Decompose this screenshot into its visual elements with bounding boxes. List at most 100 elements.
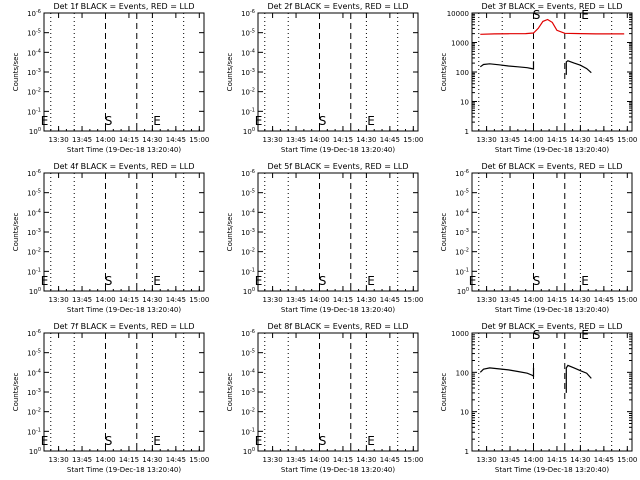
y-axis-label: Counts/sec: [440, 53, 448, 92]
x-tick-label: 13:30: [262, 296, 282, 304]
x-tick-label: 13:45: [500, 456, 520, 464]
panel-det-6: Det 6f BLACK = Events, RED = LLD 100 10-1 1…: [440, 162, 637, 314]
y-tick-label: 10-6: [241, 169, 255, 178]
x-tick-label: 13:30: [476, 456, 496, 464]
end-marker: E: [469, 274, 477, 288]
x-tick-label: 14:15: [333, 136, 353, 144]
y-tick-label: 10-4: [241, 48, 255, 57]
x-tick-label: 14:30: [356, 296, 376, 304]
x-tick-label: 13:30: [262, 456, 282, 464]
y-tick-label: 100: [29, 447, 41, 456]
y-tick-label: 1000: [451, 330, 469, 338]
events-series-line: [565, 60, 592, 75]
end-marker: E: [581, 8, 589, 22]
y-tick-label: 10-2: [27, 88, 41, 97]
x-tick-label: 14:30: [142, 456, 162, 464]
y-tick-label: 10-6: [27, 169, 41, 178]
y-tick-label: 10-1: [27, 107, 41, 116]
y-tick-label: 100: [243, 287, 255, 296]
x-axis-label: Start Time (19-Dec-18 13:20:40): [495, 306, 609, 314]
x-tick-label: 13:45: [72, 456, 92, 464]
x-tick-label: 14:00: [95, 456, 115, 464]
events-series-line: [479, 367, 535, 378]
end-marker: E: [367, 434, 375, 448]
x-tick-label: 14:00: [309, 296, 329, 304]
end-marker: E: [581, 328, 589, 342]
y-tick-label: 10-3: [27, 68, 41, 77]
end-marker: E: [153, 434, 161, 448]
y-tick-label: 10-1: [27, 267, 41, 276]
chart-title: Det 2f BLACK = Events, RED = LLD: [267, 2, 408, 11]
x-tick-label: 14:15: [547, 296, 567, 304]
y-tick-label: 100: [243, 127, 255, 136]
x-tick-label: 14:30: [356, 136, 376, 144]
x-tick-label: 14:15: [119, 296, 139, 304]
y-tick-label: 10-6: [241, 329, 255, 338]
x-tick-label: 14:15: [119, 136, 139, 144]
y-tick-label: 10-4: [455, 208, 469, 217]
x-tick-label: 15:00: [403, 136, 423, 144]
x-tick-label: 15:00: [403, 296, 423, 304]
end-marker: E: [255, 114, 263, 128]
events-series-line: [565, 364, 592, 393]
end-marker: E: [41, 114, 49, 128]
x-tick-label: 14:15: [547, 136, 567, 144]
x-axis-label: Start Time (19-Dec-18 13:20:40): [67, 146, 181, 154]
y-tick-label: 10-1: [241, 267, 255, 276]
y-tick-label: 10-3: [27, 228, 41, 237]
start-marker: S: [533, 8, 541, 22]
x-tick-label: 14:30: [356, 456, 376, 464]
x-tick-label: 13:45: [500, 136, 520, 144]
y-tick-label: 10-5: [241, 349, 255, 358]
y-tick-label: 10-3: [241, 228, 255, 237]
end-marker: E: [255, 274, 263, 288]
x-axis-label: Start Time (19-Dec-18 13:20:40): [281, 306, 395, 314]
y-tick-label: 10-4: [27, 48, 41, 57]
x-tick-label: 14:30: [142, 296, 162, 304]
x-tick-label: 14:45: [166, 296, 186, 304]
panel-det-8: Det 8f BLACK = Events, RED = LLD 100 10-1 1…: [226, 322, 423, 474]
x-tick-label: 14:15: [333, 296, 353, 304]
plot-frame: [471, 332, 633, 452]
x-tick-label: 15:00: [617, 456, 637, 464]
start-marker: S: [319, 434, 327, 448]
x-tick-label: 14:15: [547, 456, 567, 464]
x-tick-label: 13:45: [500, 296, 520, 304]
start-marker: S: [105, 114, 113, 128]
x-tick-label: 13:30: [262, 136, 282, 144]
y-tick-label: 10-5: [455, 189, 469, 198]
lld-series-line: [480, 18, 625, 35]
start-marker: S: [105, 434, 113, 448]
y-tick-label: 10-6: [455, 169, 469, 178]
y-tick-label: 10-4: [241, 368, 255, 377]
x-axis-label: Start Time (19-Dec-18 13:20:40): [495, 146, 609, 154]
y-tick-label: 10-3: [241, 68, 255, 77]
y-tick-label: 10-5: [241, 29, 255, 38]
x-tick-label: 14:45: [380, 296, 400, 304]
chart-title: Det 5f BLACK = Events, RED = LLD: [267, 162, 408, 171]
y-tick-label: 10-1: [27, 427, 41, 436]
panel-det-7: Det 7f BLACK = Events, RED = LLD 100 10-1 1…: [12, 322, 209, 474]
y-tick-label: 100: [243, 447, 255, 456]
y-axis-label: Counts/sec: [12, 373, 20, 412]
end-marker: E: [41, 274, 49, 288]
chart-title: Det 8f BLACK = Events, RED = LLD: [267, 322, 408, 331]
x-axis-label: Start Time (19-Dec-18 13:20:40): [67, 306, 181, 314]
x-tick-label: 14:00: [95, 296, 115, 304]
y-axis-label: Counts/sec: [226, 53, 234, 92]
x-tick-label: 14:45: [594, 136, 614, 144]
start-marker: S: [105, 274, 113, 288]
y-tick-label: 10-2: [241, 88, 255, 97]
chart-title: Det 4f BLACK = Events, RED = LLD: [53, 162, 194, 171]
x-tick-label: 13:30: [48, 136, 68, 144]
chart-title: Det 3f BLACK = Events, RED = LLD: [481, 2, 622, 11]
y-axis-label: Counts/sec: [226, 373, 234, 412]
y-tick-label: 100: [456, 69, 469, 77]
x-tick-label: 14:00: [523, 296, 543, 304]
y-axis-label: Counts/sec: [12, 213, 20, 252]
x-tick-label: 14:45: [380, 136, 400, 144]
y-tick-label: 10-2: [241, 408, 255, 417]
end-marker: E: [153, 114, 161, 128]
y-tick-label: 10-3: [27, 388, 41, 397]
y-tick-label: 10-2: [27, 248, 41, 257]
